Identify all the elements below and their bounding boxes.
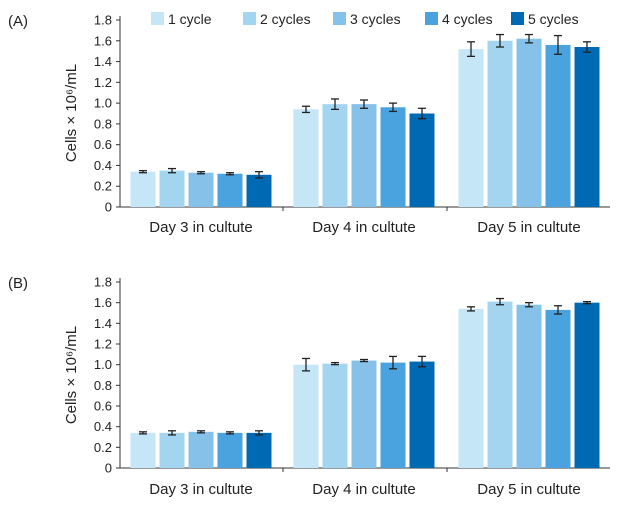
legend-label: 2 cycles — [260, 11, 311, 27]
legend-swatch — [243, 12, 256, 25]
bar — [130, 171, 156, 207]
legend-swatch — [511, 12, 524, 25]
legend-swatch — [333, 12, 346, 25]
y-tick-label: 0 — [105, 200, 112, 215]
y-tick-label: 1.0 — [94, 96, 112, 111]
bar — [188, 172, 214, 207]
bar — [487, 301, 513, 468]
legend: 1 cycle 2 cycles 3 cycles 4 cycles 5 cycles — [151, 11, 579, 27]
bar — [487, 40, 513, 208]
x-category-label: Day 4 in cultute — [312, 219, 415, 236]
bar — [351, 360, 377, 468]
bar — [516, 38, 542, 208]
bar — [574, 302, 600, 468]
y-tick-label: 0.4 — [94, 419, 112, 434]
x-category-label: Day 3 in cultute — [149, 481, 252, 498]
legend-label: 4 cycles — [442, 11, 493, 27]
legend-label: 3 cycles — [350, 11, 401, 27]
y-tick-label: 0.4 — [94, 158, 112, 173]
y-tick-label: 1.8 — [94, 275, 112, 290]
bar — [409, 361, 435, 468]
bar — [322, 104, 348, 207]
y-tick-label: 1.6 — [94, 33, 112, 48]
chart-panel-1: (A) Cells × 10⁶/mL 0 0.2 0.4 0.6 0.8 1.0 1.2 1.4 1… — [8, 11, 610, 236]
bar — [188, 431, 214, 468]
bar — [351, 104, 377, 207]
bar — [574, 47, 600, 208]
legend-label: 5 cycles — [528, 11, 579, 27]
bar — [380, 362, 406, 468]
bar — [159, 432, 185, 468]
chart-panel-2: (B) Cells × 10⁶/mL 0 0.2 0.4 0.6 0.8 1.0 1.2 1.4 1… — [8, 275, 610, 498]
y-axis-title: Cells × 10⁶/mL — [63, 326, 80, 424]
y-tick-label: 0.2 — [94, 440, 112, 455]
y-tick-label: 0.8 — [94, 116, 112, 131]
x-category-label: Day 5 in cultute — [477, 481, 580, 498]
bar — [545, 309, 571, 468]
bar — [380, 107, 406, 207]
bar — [293, 109, 319, 207]
bar — [246, 174, 272, 207]
bar — [409, 113, 435, 207]
y-tick-label: 1.6 — [94, 295, 112, 310]
panel-label: (A) — [8, 13, 28, 30]
y-tick-label: 0 — [105, 461, 112, 476]
y-tick-label: 0.8 — [94, 378, 112, 393]
bar — [516, 304, 542, 468]
bar — [217, 432, 243, 468]
bar — [130, 432, 156, 468]
bar — [545, 44, 571, 207]
y-axis-title: Cells × 10⁶/mL — [63, 64, 80, 162]
bar — [159, 170, 185, 207]
bar — [217, 173, 243, 207]
panel-label: (B) — [8, 275, 28, 292]
x-category-label: Day 5 in cultute — [477, 219, 580, 236]
y-tick-label: 1.4 — [94, 316, 112, 331]
bar — [322, 363, 348, 468]
bar — [293, 364, 319, 468]
bar — [458, 308, 484, 468]
legend-swatch — [425, 12, 438, 25]
legend-label: 1 cycle — [168, 11, 212, 27]
y-tick-label: 1.8 — [94, 13, 112, 28]
y-tick-label: 1.2 — [94, 337, 112, 352]
y-tick-label: 1.2 — [94, 75, 112, 90]
bar — [458, 49, 484, 207]
y-tick-label: 1.4 — [94, 54, 112, 69]
bar — [246, 432, 272, 468]
x-category-label: Day 4 in cultute — [312, 481, 415, 498]
y-tick-label: 1.0 — [94, 357, 112, 372]
x-category-label: Day 3 in cultute — [149, 219, 252, 236]
legend-swatch — [151, 12, 164, 25]
y-tick-label: 0.2 — [94, 179, 112, 194]
y-tick-label: 0.6 — [94, 137, 112, 152]
y-tick-label: 0.6 — [94, 399, 112, 414]
